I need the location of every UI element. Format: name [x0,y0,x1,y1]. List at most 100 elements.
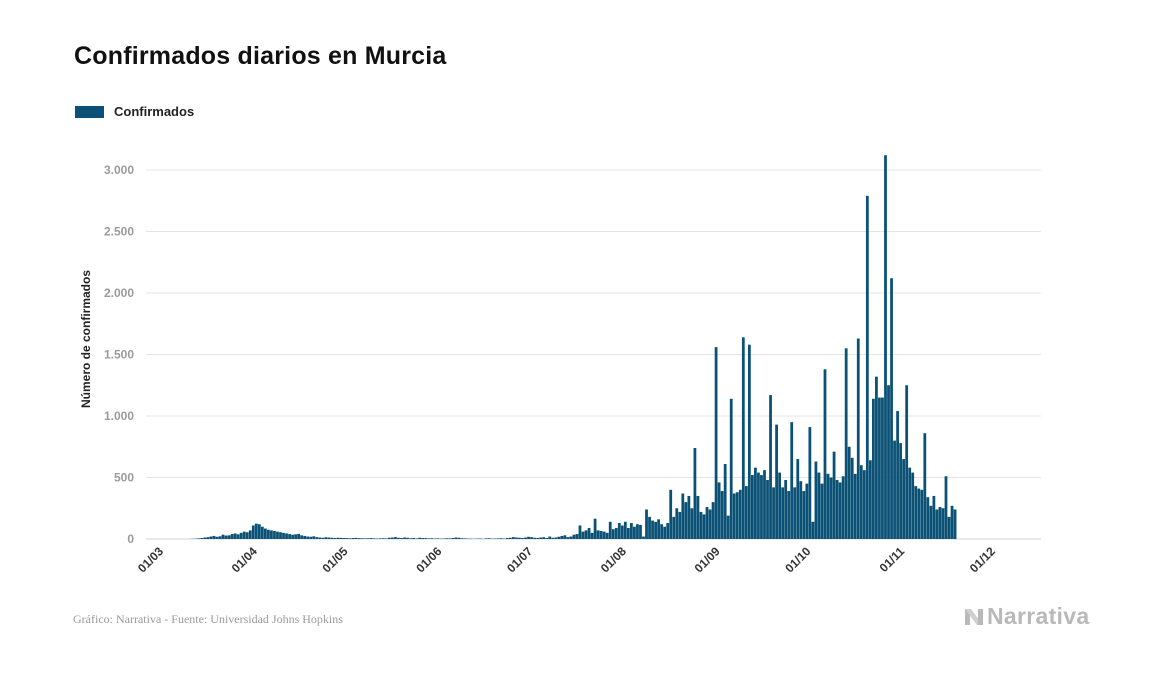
bar [291,534,294,539]
bar [608,521,612,539]
bar [953,509,957,539]
bar [209,536,213,539]
bar [808,427,812,539]
bar [875,376,878,539]
bar [596,530,600,539]
bar [633,526,636,539]
bar [832,451,836,539]
brand-name: Narrativa [987,603,1090,629]
bar [775,424,778,539]
y-tick-label: 0 [127,532,134,546]
bar [902,459,906,539]
bar [333,538,337,539]
bar [206,537,210,539]
bar [666,523,670,539]
bar [233,533,237,539]
bar [747,344,751,539]
x-axis-ticks: 01/03 01/04 01/05 01/06 01/07 01/08 01/09 01/10… [135,544,998,575]
bar [297,533,301,539]
bar [569,536,573,539]
bar [654,521,657,539]
bar [769,395,772,539]
bar [890,278,893,539]
bar [236,534,240,539]
bar [605,532,609,539]
bar [539,537,543,539]
bar [273,531,276,539]
bar [294,534,298,539]
bar [242,531,246,539]
bar [720,491,724,539]
bar [391,537,394,539]
bar [554,537,558,539]
bar [884,155,887,540]
bar [787,491,791,539]
bar [726,515,730,539]
bar [487,538,491,539]
bar [509,537,512,539]
bar [847,446,851,539]
bar [197,538,201,539]
bar [639,524,642,539]
bar [817,472,821,539]
bar [560,535,564,539]
bar [496,538,500,539]
bar [693,447,697,539]
bar [306,536,310,539]
bar [451,538,455,539]
bar [896,411,899,539]
bar [545,538,549,539]
bar [630,523,633,539]
bar [763,470,766,539]
bar [505,538,509,539]
bar [548,536,552,539]
bar [357,538,361,539]
bar [887,385,890,539]
x-tick-label: 01/12 [967,544,998,575]
bar [790,422,794,539]
bar [932,495,936,539]
bar [533,537,536,539]
bar [835,479,839,539]
bar [899,443,903,539]
bar [575,534,579,539]
bar [524,537,527,539]
bar [400,538,403,539]
bar [381,538,385,539]
bar [324,537,328,539]
x-tick-label: 01/04 [229,544,260,575]
bar [872,398,875,539]
bar [330,537,334,539]
bar [542,537,546,539]
bar [648,516,651,539]
bar [917,488,921,539]
bar [796,459,800,539]
bar [723,463,727,539]
bar [799,481,803,539]
bar [738,489,742,539]
y-tick-label: 2.000 [104,286,134,300]
bar [515,537,518,539]
bar [687,495,691,539]
bar [690,508,694,539]
bar [436,538,440,539]
bar [578,525,582,539]
bar [484,538,488,539]
bar [651,520,654,539]
bar [445,538,449,539]
bar [908,467,912,539]
bar [312,536,316,539]
bar [636,524,639,539]
bar [802,491,806,539]
bar [820,483,824,539]
bar [254,523,258,539]
bar [599,531,603,539]
bar [859,465,863,539]
bar [865,195,869,539]
bar [348,538,352,539]
brand-logo: Narrativa [963,603,1089,630]
bar [744,486,748,539]
x-tick-label: 01/05 [320,544,351,575]
bar [372,538,376,539]
